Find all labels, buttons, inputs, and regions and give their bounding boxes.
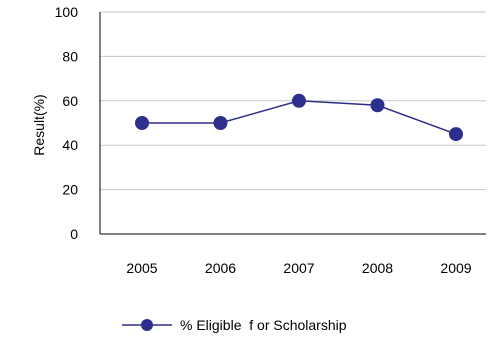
x-tick-label-2007: 2007 [283,260,314,276]
data-point-2009 [449,127,463,142]
y-axis-title: Result(%) [31,94,47,155]
legend-marker-swatch [141,319,153,331]
data-point-2007 [292,93,306,108]
series [135,93,463,142]
y-tick-label-0: 0 [70,226,78,242]
y-tick-label-60: 60 [62,93,78,109]
y-tick-label-40: 40 [62,137,78,153]
data-point-2008 [370,98,385,113]
y-tick-label-20: 20 [62,182,78,198]
y-tick-label-80: 80 [62,48,78,64]
x-tick-label-2009: 2009 [440,260,471,276]
x-tick-label-2008: 2008 [362,260,393,276]
y-tick-label-100: 100 [55,4,79,20]
data-point-2005 [135,116,149,130]
data-point-2006 [213,116,228,130]
x-tick-label-2006: 2006 [205,260,236,276]
x-tick-labels: 2005 2006 2007 2008 2009 [126,260,471,276]
axes [99,12,486,235]
x-tick-label-2005: 2005 [126,260,157,276]
legend-label: % Eligible f or Scholarship [180,317,347,333]
legend: % Eligible f or Scholarship [122,317,347,333]
y-tick-labels: 0 20 40 60 80 100 [55,4,79,242]
